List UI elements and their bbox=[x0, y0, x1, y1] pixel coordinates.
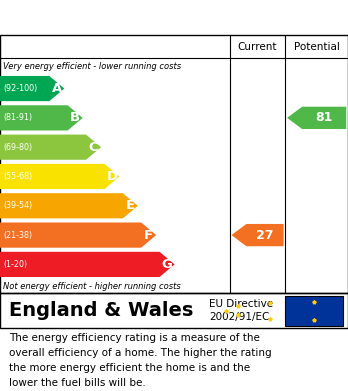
Text: E: E bbox=[126, 199, 135, 212]
Text: A: A bbox=[52, 82, 62, 95]
Text: (55-68): (55-68) bbox=[3, 172, 33, 181]
Text: 27: 27 bbox=[256, 229, 274, 242]
Text: The energy efficiency rating is a measure of the: The energy efficiency rating is a measur… bbox=[9, 334, 260, 343]
Polygon shape bbox=[287, 107, 346, 129]
Polygon shape bbox=[0, 252, 175, 277]
Text: F: F bbox=[144, 229, 153, 242]
Text: England & Wales: England & Wales bbox=[9, 301, 193, 320]
Polygon shape bbox=[0, 164, 119, 189]
Text: B: B bbox=[70, 111, 80, 124]
Polygon shape bbox=[0, 222, 156, 248]
Text: (69-80): (69-80) bbox=[3, 143, 33, 152]
Text: (39-54): (39-54) bbox=[3, 201, 33, 210]
Text: (92-100): (92-100) bbox=[3, 84, 38, 93]
Text: D: D bbox=[106, 170, 118, 183]
Polygon shape bbox=[231, 224, 284, 246]
Text: (1-20): (1-20) bbox=[3, 260, 27, 269]
Text: Very energy efficient - lower running costs: Very energy efficient - lower running co… bbox=[3, 62, 181, 71]
Bar bbox=[285, 296, 343, 326]
Polygon shape bbox=[0, 193, 138, 219]
Polygon shape bbox=[0, 76, 64, 101]
Text: the more energy efficient the home is and the: the more energy efficient the home is an… bbox=[9, 364, 250, 373]
Text: (81-91): (81-91) bbox=[3, 113, 33, 122]
Text: overall efficiency of a home. The higher the rating: overall efficiency of a home. The higher… bbox=[9, 348, 271, 359]
Text: EU Directive
2002/91/EC: EU Directive 2002/91/EC bbox=[209, 299, 273, 323]
Polygon shape bbox=[0, 135, 101, 160]
Text: G: G bbox=[161, 258, 173, 271]
Text: lower the fuel bills will be.: lower the fuel bills will be. bbox=[9, 378, 145, 389]
Text: (21-38): (21-38) bbox=[3, 231, 33, 240]
Text: 81: 81 bbox=[316, 111, 333, 124]
Polygon shape bbox=[0, 105, 83, 131]
Text: Not energy efficient - higher running costs: Not energy efficient - higher running co… bbox=[3, 282, 181, 291]
Text: Energy Efficiency Rating: Energy Efficiency Rating bbox=[9, 10, 230, 25]
Text: Current: Current bbox=[238, 42, 277, 52]
Text: C: C bbox=[89, 141, 98, 154]
Text: Potential: Potential bbox=[294, 42, 340, 52]
